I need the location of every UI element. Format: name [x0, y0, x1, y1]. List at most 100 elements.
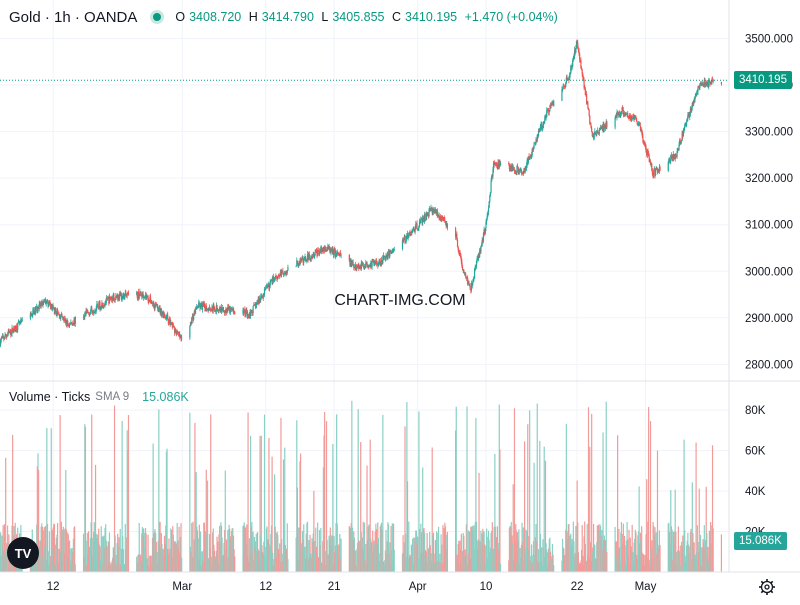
volume-bar	[636, 555, 638, 572]
volume-bar	[246, 524, 248, 572]
volume-bar	[125, 537, 128, 572]
candle-body	[101, 302, 104, 308]
candle-body	[272, 276, 274, 283]
candle-body	[568, 78, 570, 81]
volume-bar	[620, 521, 623, 572]
candle-body	[5, 334, 7, 337]
candle-body	[310, 257, 312, 259]
candle-body	[651, 164, 653, 172]
candle-body	[658, 169, 660, 172]
volume-bar	[153, 533, 155, 572]
volume-bar	[318, 557, 320, 572]
volume-bar	[605, 401, 607, 572]
candle-body	[159, 307, 161, 313]
candle-body	[547, 109, 549, 111]
volume-bar	[179, 537, 181, 572]
candle-body	[462, 269, 464, 271]
volume-bar	[518, 529, 520, 572]
candle-body	[323, 247, 325, 249]
volume-bar	[331, 535, 333, 572]
volume-bar	[657, 544, 659, 572]
volume-bar	[357, 409, 359, 572]
volume-bar	[698, 488, 700, 572]
candle-body	[270, 279, 273, 281]
volume-bar	[87, 555, 89, 572]
candle-body	[518, 170, 520, 173]
volume-bar	[122, 536, 124, 572]
time-tick-label: Mar	[172, 581, 192, 593]
gear-icon[interactable]	[758, 578, 776, 596]
volume-bar	[38, 469, 40, 572]
volume-bar	[461, 550, 464, 572]
candle-body	[480, 245, 483, 247]
candle-body	[59, 318, 61, 320]
volume-bar	[248, 561, 250, 572]
volume-bar	[260, 435, 262, 572]
volume-bar	[465, 555, 467, 572]
volume-bar	[597, 529, 599, 572]
candle-body	[365, 262, 367, 264]
candle-body	[358, 266, 361, 269]
candle-body	[120, 294, 123, 300]
volume-bar	[598, 529, 600, 572]
candle-body	[91, 311, 93, 313]
candle-body	[460, 253, 462, 259]
volume-bar	[58, 548, 60, 572]
volume-bar	[150, 555, 152, 572]
candle-body	[225, 308, 227, 311]
volume-bar	[125, 549, 127, 572]
symbol-title[interactable]: Gold · 1h · OANDA	[9, 8, 138, 26]
volume-bar	[229, 538, 231, 572]
volume-bar	[272, 564, 274, 572]
candle-body	[298, 263, 300, 267]
volume-bar	[653, 534, 655, 572]
candle-body	[37, 307, 39, 312]
candle-body	[60, 314, 62, 316]
candle-body	[33, 311, 35, 315]
volume-bar	[410, 544, 412, 572]
volume-title[interactable]: Volume · Ticks	[9, 390, 91, 404]
candle-body	[402, 240, 404, 241]
candle-body	[692, 102, 694, 106]
volume-bar	[94, 534, 96, 572]
candle-body	[359, 266, 361, 267]
volume-bar	[474, 522, 476, 572]
candle-body	[685, 123, 687, 126]
candle-body	[369, 265, 371, 268]
candle-body	[260, 296, 262, 297]
volume-bar	[455, 406, 457, 572]
volume-bar	[600, 535, 602, 572]
candle-body	[511, 166, 514, 172]
candle-body	[697, 87, 699, 92]
volume-bar	[205, 469, 207, 572]
candle-body	[368, 265, 371, 267]
volume-bar	[44, 546, 46, 572]
candle-body	[189, 322, 192, 327]
candle-body	[466, 277, 468, 279]
volume-bar	[692, 533, 694, 572]
candle-body	[699, 82, 702, 85]
candle-body	[362, 262, 364, 267]
candle-body	[124, 292, 126, 295]
candle-body	[72, 323, 74, 326]
volume-bar	[584, 521, 586, 572]
volume-bar	[146, 559, 149, 572]
volume-bar	[511, 535, 513, 572]
candle-body	[110, 297, 112, 300]
candle-body	[70, 322, 73, 324]
candle-body	[204, 307, 206, 311]
volume-series	[0, 400, 723, 572]
volume-bar	[156, 562, 159, 572]
volume-bar	[181, 557, 183, 572]
candle-body	[577, 48, 579, 51]
volume-bar	[697, 542, 699, 572]
candle-body	[704, 82, 707, 85]
volume-bar	[351, 400, 353, 572]
tradingview-logo-icon[interactable]: TV	[7, 537, 39, 569]
candle-body	[408, 232, 411, 234]
volume-bar	[248, 538, 250, 572]
volume-bar	[321, 564, 323, 572]
candle-body	[205, 305, 207, 310]
